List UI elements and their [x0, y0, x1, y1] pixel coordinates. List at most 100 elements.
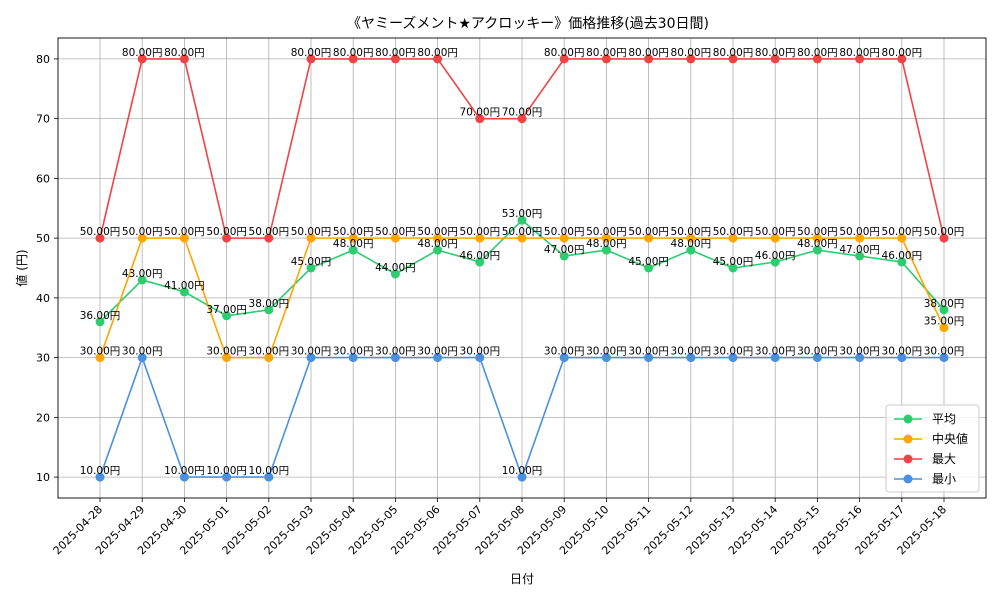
data-point[interactable] [559, 353, 569, 363]
data-point[interactable] [348, 245, 358, 255]
y-tick-label: 70 [36, 113, 50, 126]
data-point[interactable] [855, 251, 865, 261]
data-point[interactable] [770, 233, 780, 243]
data-point[interactable] [897, 233, 907, 243]
data-point[interactable] [855, 233, 865, 243]
data-point[interactable] [601, 54, 611, 64]
data-point[interactable] [559, 233, 569, 243]
data-label: 30.00円 [80, 346, 121, 358]
data-point[interactable] [306, 233, 316, 243]
data-point[interactable] [644, 233, 654, 243]
data-point[interactable] [770, 257, 780, 267]
data-point[interactable] [559, 54, 569, 64]
data-point[interactable] [222, 472, 232, 482]
data-point[interactable] [644, 353, 654, 363]
data-point[interactable] [601, 245, 611, 255]
data-point[interactable] [306, 353, 316, 363]
data-label: 80.00円 [755, 47, 796, 59]
data-point[interactable] [855, 353, 865, 363]
data-label: 30.00円 [713, 346, 754, 358]
data-point[interactable] [306, 263, 316, 273]
data-point[interactable] [770, 353, 780, 363]
data-point[interactable] [222, 233, 232, 243]
data-point[interactable] [601, 353, 611, 363]
data-point[interactable] [264, 353, 274, 363]
data-point[interactable] [897, 257, 907, 267]
data-point[interactable] [433, 54, 443, 64]
data-point[interactable] [390, 54, 400, 64]
data-point[interactable] [770, 54, 780, 64]
data-point[interactable] [686, 245, 696, 255]
data-point[interactable] [137, 54, 147, 64]
data-point[interactable] [559, 251, 569, 261]
data-point[interactable] [812, 233, 822, 243]
legend-entry[interactable]: 平均 [932, 412, 956, 426]
data-point[interactable] [728, 54, 738, 64]
data-point[interactable] [939, 233, 949, 243]
data-point[interactable] [348, 233, 358, 243]
data-point[interactable] [897, 54, 907, 64]
data-point[interactable] [644, 54, 654, 64]
legend-entry[interactable]: 中央値 [932, 431, 968, 446]
data-point[interactable] [222, 311, 232, 321]
data-label: 30.00円 [206, 346, 247, 358]
y-tick-label: 20 [36, 411, 50, 424]
data-point[interactable] [222, 353, 232, 363]
data-label: 30.00円 [882, 346, 923, 358]
data-point[interactable] [517, 472, 527, 482]
data-point[interactable] [475, 257, 485, 267]
data-point[interactable] [390, 233, 400, 243]
legend-entry[interactable]: 最小 [932, 472, 956, 486]
data-point[interactable] [95, 317, 105, 327]
data-point[interactable] [179, 287, 189, 297]
data-point[interactable] [475, 114, 485, 124]
data-point[interactable] [475, 353, 485, 363]
data-point[interactable] [812, 54, 822, 64]
data-point[interactable] [95, 472, 105, 482]
data-label: 41.00円 [164, 280, 205, 292]
data-point[interactable] [517, 215, 527, 225]
data-point[interactable] [390, 353, 400, 363]
data-point[interactable] [179, 472, 189, 482]
data-point[interactable] [475, 233, 485, 243]
data-point[interactable] [179, 233, 189, 243]
data-point[interactable] [137, 275, 147, 285]
data-point[interactable] [686, 353, 696, 363]
data-point[interactable] [517, 114, 527, 124]
data-point[interactable] [939, 305, 949, 315]
data-point[interactable] [264, 305, 274, 315]
data-point[interactable] [348, 54, 358, 64]
data-point[interactable] [939, 353, 949, 363]
legend-entry[interactable]: 最大 [932, 452, 956, 466]
data-point[interactable] [306, 54, 316, 64]
data-point[interactable] [517, 233, 527, 243]
data-label: 50.00円 [291, 226, 332, 238]
data-point[interactable] [644, 263, 654, 273]
data-label: 50.00円 [460, 226, 501, 238]
data-label: 46.00円 [460, 250, 501, 262]
data-point[interactable] [728, 263, 738, 273]
data-point[interactable] [390, 269, 400, 279]
data-point[interactable] [137, 233, 147, 243]
data-point[interactable] [95, 233, 105, 243]
data-point[interactable] [855, 54, 865, 64]
data-point[interactable] [939, 323, 949, 333]
data-point[interactable] [812, 353, 822, 363]
data-point[interactable] [264, 472, 274, 482]
data-point[interactable] [433, 233, 443, 243]
data-point[interactable] [686, 233, 696, 243]
data-point[interactable] [812, 245, 822, 255]
data-point[interactable] [264, 233, 274, 243]
data-point[interactable] [179, 54, 189, 64]
data-point[interactable] [686, 54, 696, 64]
data-point[interactable] [348, 353, 358, 363]
data-point[interactable] [601, 233, 611, 243]
data-point[interactable] [728, 233, 738, 243]
data-point[interactable] [433, 353, 443, 363]
data-point[interactable] [95, 353, 105, 363]
data-point[interactable] [137, 353, 147, 363]
data-point[interactable] [433, 245, 443, 255]
data-point[interactable] [897, 353, 907, 363]
data-point[interactable] [728, 353, 738, 363]
